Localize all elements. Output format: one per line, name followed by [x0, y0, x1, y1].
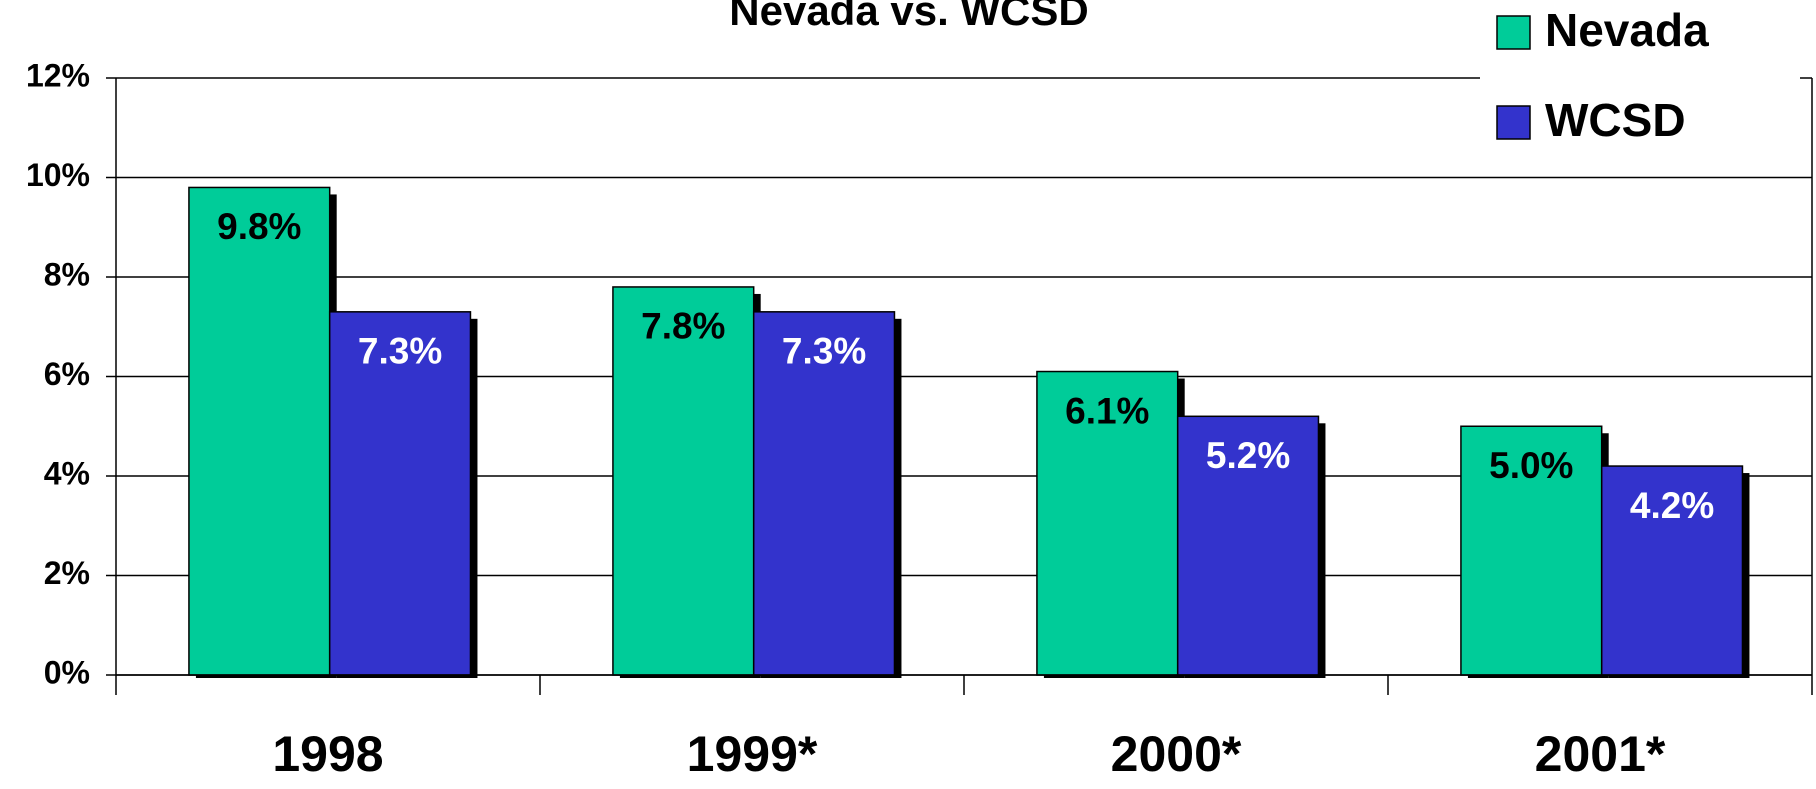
- bar: [1176, 415, 1320, 676]
- data-label: 5.0%: [1489, 445, 1573, 486]
- bar: [188, 186, 331, 676]
- data-label: 5.2%: [1206, 435, 1290, 476]
- y-tick-label: 0%: [44, 654, 90, 690]
- data-label: 4.2%: [1630, 485, 1714, 526]
- y-tick-label: 4%: [44, 455, 90, 491]
- data-label: 9.8%: [217, 206, 301, 247]
- bar: [752, 311, 896, 676]
- y-tick-label: 10%: [26, 157, 90, 193]
- x-tick-label: 2001*: [1535, 726, 1666, 782]
- legend-background: [1480, 77, 1800, 151]
- y-tick-label: 8%: [44, 256, 90, 292]
- legend-background: [1432, 0, 1816, 77]
- bar: [1600, 465, 1744, 676]
- x-tick-label: 2000*: [1111, 726, 1242, 782]
- y-tick-label: 2%: [44, 555, 90, 591]
- y-tick-label: 6%: [44, 356, 90, 392]
- bar: [1460, 425, 1603, 676]
- x-tick-label: 1998: [272, 726, 383, 782]
- y-tick-label: 12%: [26, 57, 90, 93]
- chart-title: Nevada vs. WCSD: [729, 0, 1088, 34]
- data-label: 7.3%: [782, 331, 866, 372]
- legend-swatch: [1496, 15, 1531, 50]
- legend-label: WCSD: [1545, 94, 1686, 146]
- legend-label: Nevada: [1545, 4, 1709, 56]
- data-label: 7.8%: [641, 306, 725, 347]
- legend-swatch: [1496, 105, 1531, 140]
- data-label: 7.3%: [358, 331, 442, 372]
- bar: [328, 311, 472, 676]
- x-tick-label: 1999*: [687, 726, 818, 782]
- data-label: 6.1%: [1065, 390, 1149, 431]
